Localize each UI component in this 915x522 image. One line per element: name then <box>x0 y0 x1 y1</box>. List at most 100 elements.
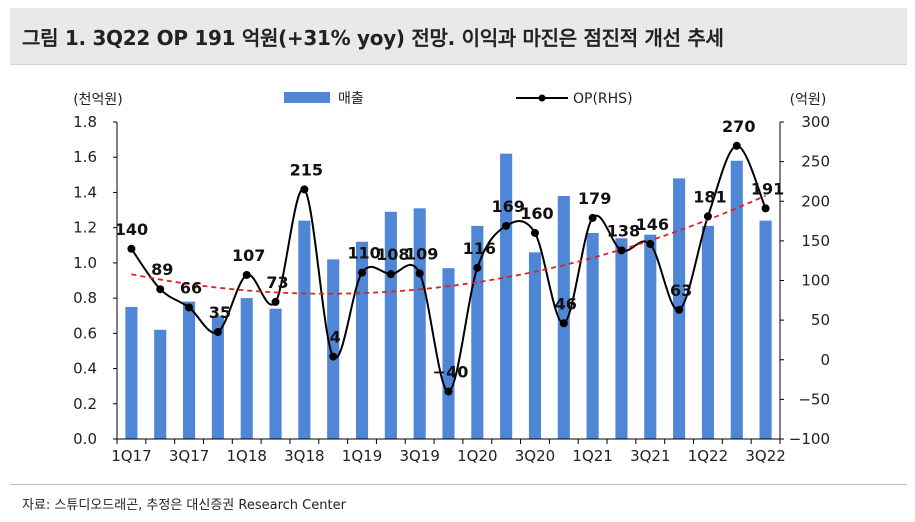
op-marker-3Q22 <box>761 204 770 213</box>
op-marker-3Q19 <box>415 269 424 278</box>
op-data-label: 169 <box>491 197 524 216</box>
op-data-label: 116 <box>463 239 496 258</box>
op-data-label: 89 <box>151 260 173 279</box>
op-marker-4Q19 <box>444 387 453 396</box>
op-marker-2Q19 <box>386 270 395 279</box>
op-data-label: 108 <box>376 245 409 264</box>
bar-2Q17 <box>154 329 167 439</box>
legend-label-op: OP(RHS) <box>573 91 633 107</box>
op-marker-4Q21 <box>675 305 684 314</box>
op-data-label: 63 <box>670 281 692 300</box>
bar-3Q21 <box>644 234 657 439</box>
bar-1Q18 <box>240 298 253 439</box>
left-tick-label: 1.0 <box>73 254 97 272</box>
op-marker-1Q22 <box>703 212 712 221</box>
bar-4Q17 <box>211 315 224 439</box>
right-tick-label: 250 <box>801 153 830 171</box>
x-tick-label: 3Q20 <box>515 447 555 465</box>
x-tick-label: 1Q20 <box>457 447 497 465</box>
op-marker-1Q20 <box>473 263 482 272</box>
op-marker-4Q17 <box>213 328 222 337</box>
right-tick-label: 150 <box>801 232 830 250</box>
op-data-label: 179 <box>578 189 611 208</box>
op-data-label: 138 <box>607 221 640 240</box>
left-tick-label: 0.8 <box>73 289 97 307</box>
op-marker-3Q20 <box>530 228 539 237</box>
op-marker-3Q17 <box>185 303 194 312</box>
bar-3Q20 <box>528 252 542 439</box>
op-data-label: 73 <box>266 273 288 292</box>
bar-4Q20 <box>557 195 570 439</box>
op-data-label: 146 <box>636 215 669 234</box>
bar-4Q18 <box>327 259 340 439</box>
op-data-label: 270 <box>722 117 755 136</box>
op-data-label: 110 <box>347 244 380 263</box>
bar-3Q22 <box>759 220 772 439</box>
op-marker-2Q17 <box>156 285 165 294</box>
x-tick-label: 3Q18 <box>284 447 324 465</box>
op-data-label: 66 <box>180 278 202 297</box>
left-tick-label: 1.8 <box>73 113 97 131</box>
bar-3Q17 <box>183 301 196 439</box>
op-marker-2Q20 <box>502 221 511 230</box>
x-tick-label: 3Q19 <box>399 447 439 465</box>
x-tick-label: 3Q21 <box>630 447 670 465</box>
figure-title-bar: 그림 1. 3Q22 OP 191 억원(+31% yoy) 전망. 이익과 마… <box>10 8 907 65</box>
right-tick-label: 100 <box>801 272 830 290</box>
legend-swatch-sales <box>284 92 330 103</box>
bar-2Q21 <box>615 238 628 439</box>
figure-title: 그림 1. 3Q22 OP 191 억원(+31% yoy) 전망. 이익과 마… <box>22 26 724 50</box>
op-data-label: 107 <box>232 246 265 265</box>
op-marker-2Q18 <box>271 297 280 306</box>
right-tick-label: 0 <box>820 351 830 369</box>
chart-svg: 0.0 0.2 0.4 0.6 0.8 1.0 1.2 1.4 1.6 1.8 −100 −50 0 50… <box>73 91 830 465</box>
bar-2Q18 <box>269 308 282 439</box>
left-axis-unit: (천억원) <box>73 92 123 108</box>
op-marker-2Q21 <box>617 246 626 255</box>
op-marker-4Q20 <box>559 319 568 328</box>
op-data-label: 4 <box>330 328 341 347</box>
right-tick-label: 50 <box>811 311 830 329</box>
left-tick-label: 1.6 <box>73 148 97 166</box>
op-data-label: 215 <box>290 160 323 179</box>
op-marker-1Q17 <box>127 244 136 253</box>
left-tick-label: 1.2 <box>73 219 97 237</box>
right-tick-label: −50 <box>798 390 830 408</box>
bar-1Q17 <box>125 306 138 439</box>
bar-2Q19 <box>384 211 397 439</box>
bar-1Q22 <box>701 225 714 439</box>
right-tick-label: 300 <box>801 113 830 131</box>
x-tick-label: 3Q17 <box>169 447 209 465</box>
op-trendline <box>131 194 766 295</box>
op-data-label: 191 <box>751 179 784 198</box>
left-tick-label: 0.4 <box>73 360 97 378</box>
op-data-label: 181 <box>693 187 726 206</box>
left-tick-label: 0.6 <box>73 324 97 342</box>
left-tick-label: 0.2 <box>73 395 97 413</box>
op-marker-3Q18 <box>300 185 309 194</box>
op-marker-1Q19 <box>358 268 367 277</box>
op-data-label: 35 <box>209 303 231 322</box>
bar-4Q19 <box>442 268 455 439</box>
op-data-label: 160 <box>520 204 553 223</box>
legend-marker-op <box>538 94 546 102</box>
left-tick-label: 0.0 <box>73 430 97 448</box>
bar-3Q18 <box>298 220 311 439</box>
x-tick-label: 1Q19 <box>342 447 382 465</box>
op-marker-1Q21 <box>588 213 597 222</box>
bar-1Q19 <box>355 241 369 439</box>
x-tick-label: 3Q22 <box>745 447 785 465</box>
right-tick-label: −100 <box>789 430 830 448</box>
op-data-label: 109 <box>405 244 438 263</box>
bar-3Q19 <box>413 208 426 439</box>
op-marker-3Q21 <box>646 240 655 249</box>
right-axis-unit: (억원) <box>790 92 827 108</box>
x-tick-label: 1Q18 <box>226 447 266 465</box>
op-marker-4Q18 <box>329 352 338 361</box>
bar-1Q21 <box>586 232 599 439</box>
right-tick-label: 200 <box>801 192 830 210</box>
chart-container: 0.0 0.2 0.4 0.6 0.8 1.0 1.2 1.4 1.6 1.8 −100 −50 0 50… <box>0 70 915 480</box>
x-tick-label: 1Q17 <box>111 447 151 465</box>
source-note: 자료: 스튜디오드래곤, 추정은 대신증권 Research Center <box>22 498 346 513</box>
op-data-label: −40 <box>433 362 469 381</box>
